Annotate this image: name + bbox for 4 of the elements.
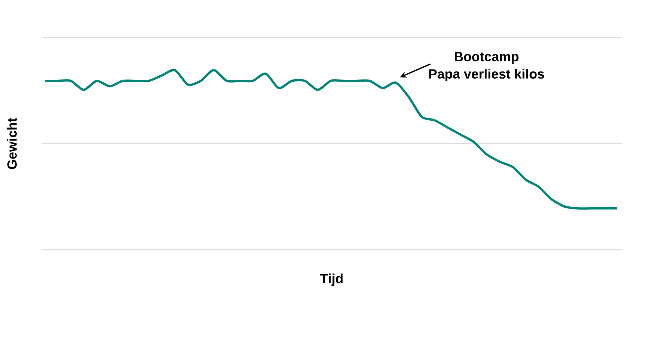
text: Bootcamp	[455, 52, 519, 64]
annotation: Papa verliest kilos	[429, 69, 544, 82]
x-axis-title: Tijd	[320, 274, 343, 286]
y-axis-title: Gewicht	[7, 118, 17, 170]
